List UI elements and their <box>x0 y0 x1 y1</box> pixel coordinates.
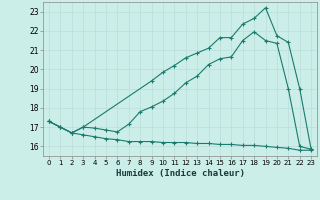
X-axis label: Humidex (Indice chaleur): Humidex (Indice chaleur) <box>116 169 244 178</box>
